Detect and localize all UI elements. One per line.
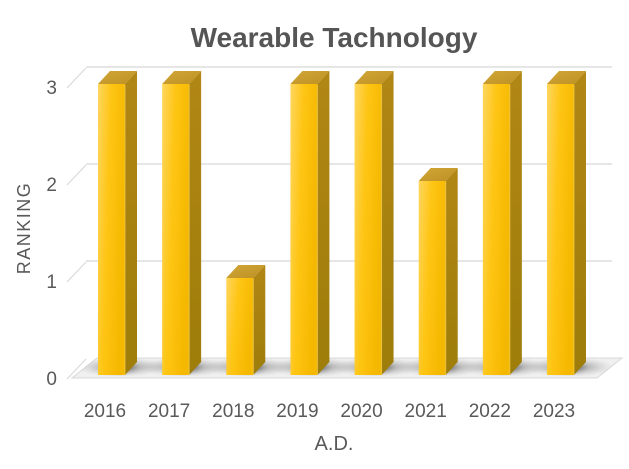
bar-side-face bbox=[445, 168, 458, 375]
x-tick-label-2021: 2021 bbox=[405, 401, 447, 422]
bars-layer bbox=[98, 71, 586, 375]
x-tick-label-2022: 2022 bbox=[469, 401, 511, 422]
y-axis-title: RANKING bbox=[14, 182, 34, 275]
x-tick-label-2020: 2020 bbox=[340, 401, 382, 422]
bar-2017 bbox=[162, 71, 202, 375]
bar-front-face bbox=[354, 84, 382, 375]
bar-side-face bbox=[573, 71, 586, 375]
bar-top-face bbox=[226, 265, 266, 278]
bar-2022 bbox=[482, 71, 522, 375]
bar-front-face bbox=[98, 84, 125, 375]
bar-2023 bbox=[546, 71, 586, 375]
bar-front-face bbox=[290, 84, 318, 375]
y-tick-label-1: 1 bbox=[46, 272, 57, 293]
bar-2016 bbox=[98, 71, 137, 375]
y-tick-label-2: 2 bbox=[46, 175, 57, 196]
bar-side-face bbox=[509, 71, 522, 375]
gridlines-layer bbox=[66, 66, 612, 380]
x-tick-label-2016: 2016 bbox=[84, 401, 126, 422]
bar-front-face bbox=[546, 84, 574, 375]
bar-front-face bbox=[418, 181, 446, 375]
bar-top-face bbox=[354, 71, 394, 84]
bar-top-face bbox=[162, 71, 202, 84]
tick-connector-y0 bbox=[66, 358, 87, 380]
y-tick-labels: 0 1 2 3 bbox=[46, 78, 57, 390]
bar-front-face bbox=[482, 84, 510, 375]
x-tick-label-2018: 2018 bbox=[212, 401, 254, 422]
bar-side-face bbox=[381, 71, 394, 375]
chart-title: Wearable Tachnology bbox=[191, 22, 478, 53]
tick-connector-y1 bbox=[66, 261, 87, 283]
bar-top-face bbox=[482, 71, 522, 84]
bar-side-face bbox=[317, 71, 330, 375]
bar-front-face bbox=[226, 278, 254, 375]
x-tick-label-2023: 2023 bbox=[533, 401, 575, 422]
bar-shadows-layer bbox=[75, 358, 615, 377]
tick-connector-y2 bbox=[66, 164, 87, 186]
bar-top-face bbox=[290, 71, 330, 84]
bar-side-face bbox=[253, 265, 266, 375]
bar-side-face bbox=[189, 71, 202, 375]
bar-front-face bbox=[162, 84, 190, 375]
x-tick-labels: 2016 2017 2018 2019 2020 2021 2022 2023 bbox=[84, 401, 575, 422]
x-tick-label-2019: 2019 bbox=[276, 401, 318, 422]
y-tick-label-0: 0 bbox=[46, 369, 57, 390]
x-axis-title: A.D. bbox=[315, 433, 354, 455]
bar-top-face bbox=[98, 71, 137, 84]
y-tick-label-3: 3 bbox=[46, 78, 57, 99]
bar-2021 bbox=[418, 168, 458, 375]
bar-top-face bbox=[546, 71, 586, 84]
bar-top-face bbox=[418, 168, 458, 181]
bar-side-face bbox=[125, 71, 137, 375]
tick-connector-y3 bbox=[66, 67, 87, 89]
bar-2020 bbox=[354, 71, 394, 375]
bar-2019 bbox=[290, 71, 330, 375]
bar-2018 bbox=[226, 265, 266, 375]
x-tick-label-2017: 2017 bbox=[148, 401, 190, 422]
